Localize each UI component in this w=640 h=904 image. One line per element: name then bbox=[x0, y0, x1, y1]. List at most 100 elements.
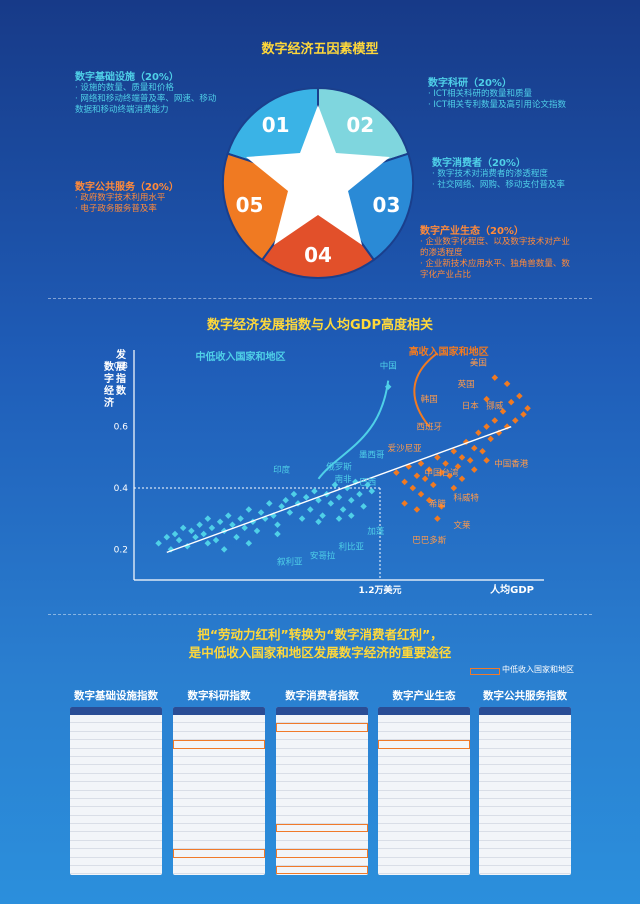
point-low bbox=[163, 533, 171, 541]
table-row bbox=[378, 782, 470, 791]
table-row bbox=[70, 824, 162, 833]
point-high bbox=[450, 484, 458, 492]
point-label: 英国 bbox=[458, 379, 475, 390]
table-header bbox=[479, 707, 571, 715]
table-row bbox=[70, 715, 162, 724]
table-row bbox=[378, 816, 470, 825]
index-table bbox=[479, 707, 571, 875]
point-label: 安哥拉 bbox=[310, 551, 336, 562]
table-row bbox=[276, 807, 368, 816]
table-row bbox=[70, 841, 162, 850]
table-row bbox=[378, 732, 470, 741]
point-high bbox=[442, 460, 449, 467]
table-row bbox=[173, 816, 265, 825]
table-row bbox=[378, 824, 470, 833]
point-low bbox=[327, 500, 335, 507]
table-title: 数字消费者指数 bbox=[285, 690, 359, 702]
factor-public: 数字公共服务（20%） · 政府数字技术利用水平 · 电子政务服务普及率 bbox=[75, 182, 215, 215]
table-row bbox=[173, 723, 265, 732]
table-row bbox=[479, 824, 571, 833]
point-label: 南非 bbox=[335, 474, 353, 485]
y-tick-label: 0.4 bbox=[114, 484, 129, 494]
table-row bbox=[276, 774, 368, 783]
table-title: 数字产业生态 bbox=[392, 690, 456, 702]
point-high bbox=[458, 475, 466, 483]
table-header bbox=[70, 707, 162, 715]
table-row bbox=[276, 782, 368, 791]
table-row bbox=[173, 757, 265, 766]
table-title: 数字公共服务指数 bbox=[483, 690, 567, 702]
table-row bbox=[479, 749, 571, 757]
table-row bbox=[276, 874, 368, 875]
index-table bbox=[378, 707, 470, 875]
table-row bbox=[70, 749, 162, 757]
table-header bbox=[378, 707, 470, 715]
point-label: 印度 bbox=[273, 465, 291, 476]
table-row bbox=[276, 732, 368, 741]
table-row bbox=[70, 832, 162, 841]
point-low bbox=[311, 487, 318, 495]
point-high bbox=[409, 484, 417, 492]
table-row bbox=[479, 715, 571, 724]
point-label: 希腊 bbox=[429, 498, 447, 509]
factor-public-heading: 数字公共服务（20%） bbox=[75, 182, 179, 193]
section3-line1: 把“劳动力红利”转换为“数字消费者红利”， bbox=[197, 627, 443, 642]
point-low bbox=[274, 521, 281, 529]
point-low bbox=[307, 506, 314, 513]
point-label: 墨西哥 bbox=[359, 450, 385, 460]
point-high bbox=[458, 454, 466, 461]
table-row bbox=[276, 740, 368, 749]
table-row bbox=[378, 723, 470, 732]
divider-2 bbox=[48, 614, 592, 615]
factor-infra-heading: 数字基础设施（20%） bbox=[75, 72, 179, 83]
point-low bbox=[192, 533, 199, 541]
table-row bbox=[276, 841, 368, 850]
table-row bbox=[70, 782, 162, 791]
point-label: 科威特 bbox=[453, 492, 479, 503]
table-row bbox=[378, 832, 470, 841]
pentagon-wheel: 01 02 03 04 05 bbox=[222, 86, 414, 279]
point-low bbox=[360, 503, 367, 510]
table-row bbox=[173, 791, 265, 799]
table-row bbox=[70, 858, 162, 867]
point-low bbox=[204, 539, 212, 547]
divider-1 bbox=[48, 298, 592, 299]
point-high bbox=[512, 417, 519, 424]
section3-line2: 是中低收入国家和地区发展数字经济的重要途径 bbox=[188, 645, 452, 660]
point-low bbox=[200, 530, 207, 538]
point-low bbox=[331, 481, 339, 489]
table-row bbox=[378, 874, 470, 875]
point-low bbox=[196, 521, 203, 529]
table-row bbox=[479, 874, 571, 875]
point-high bbox=[401, 500, 408, 507]
point-high bbox=[520, 411, 527, 418]
table-row bbox=[479, 723, 571, 732]
wheel-number-01: 01 bbox=[262, 113, 290, 137]
low-arrow bbox=[317, 380, 390, 480]
point-low bbox=[335, 515, 343, 522]
point-low bbox=[356, 490, 363, 498]
factor-industry-bullet-2: · 企业新技术应用水平、独角兽数量、数字化产业占比 bbox=[420, 259, 570, 280]
table-row bbox=[70, 740, 162, 749]
trend-line bbox=[166, 426, 512, 554]
point-low bbox=[216, 518, 224, 525]
table-row bbox=[479, 740, 571, 749]
point-high bbox=[491, 374, 499, 381]
table-row bbox=[70, 791, 162, 799]
factor-industry: 数字产业生态（20%） · 企业数字化程度、以及数字技术对产业的渗透程度 · 企… bbox=[420, 226, 570, 281]
table-row bbox=[479, 849, 571, 858]
table-row bbox=[173, 732, 265, 741]
factor-consumer-heading: 数字消费者（20%） bbox=[432, 158, 526, 169]
point-high bbox=[401, 478, 408, 486]
y-tick-label: 0.8 bbox=[114, 361, 129, 371]
point-label: 文莱 bbox=[453, 520, 471, 531]
point-low bbox=[233, 533, 240, 541]
table-row bbox=[173, 866, 265, 875]
point-label: 巴巴多斯 bbox=[412, 535, 447, 546]
table-row bbox=[479, 858, 571, 867]
point-low bbox=[253, 527, 261, 535]
section1-title: 数字经济五因素模型 bbox=[261, 42, 379, 57]
table-row bbox=[479, 757, 571, 766]
point-label: 巴西 bbox=[359, 478, 376, 488]
factor-industry-bullet-1: · 企业数字化程度、以及数字技术对产业的渗透程度 bbox=[420, 237, 570, 258]
